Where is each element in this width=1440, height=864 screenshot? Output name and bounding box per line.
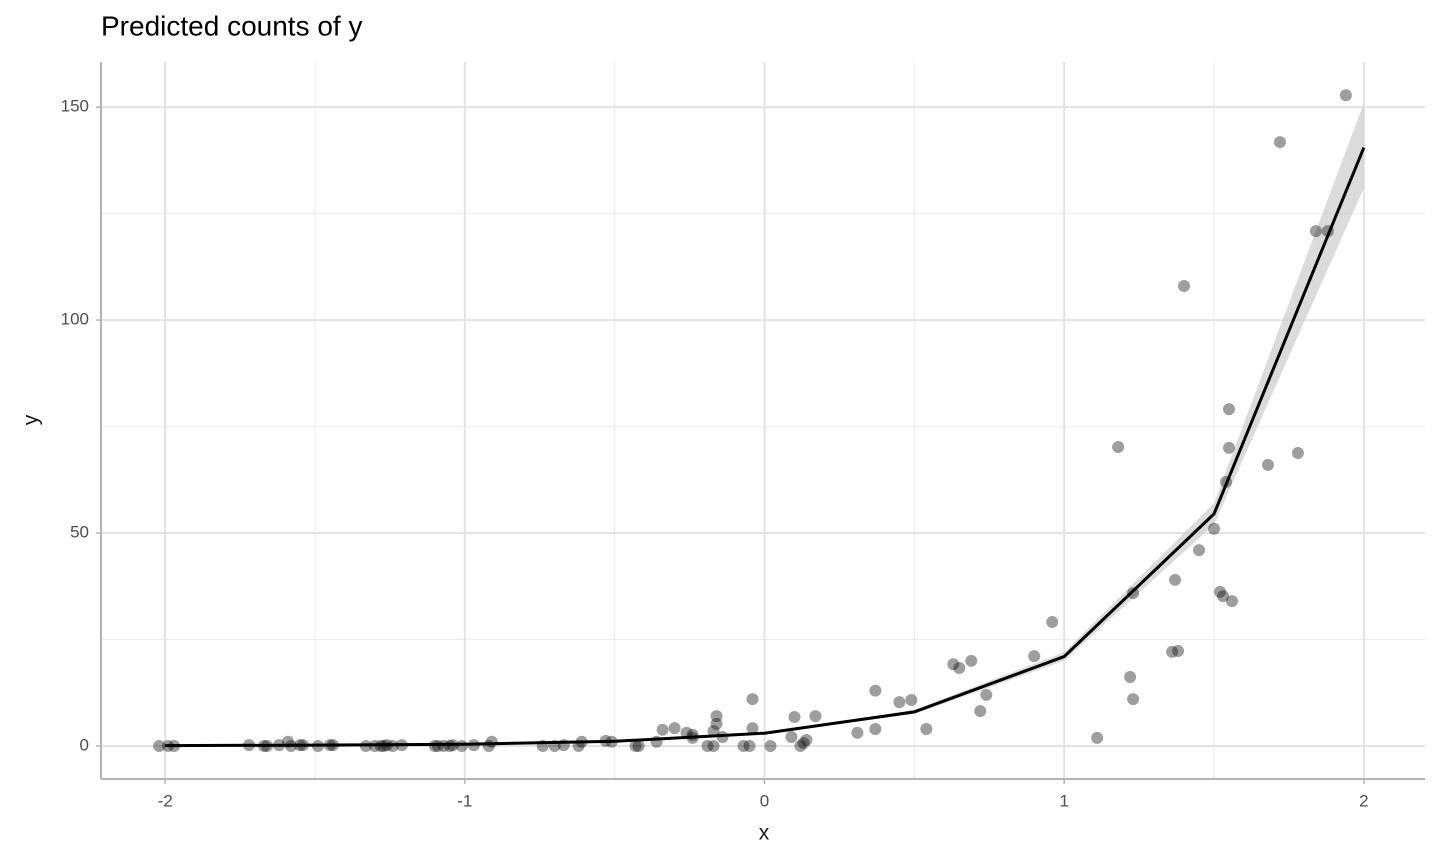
chart-title: Predicted counts of y (101, 10, 362, 41)
data-point (1166, 645, 1179, 658)
data-point (764, 739, 777, 752)
data-point (710, 717, 723, 730)
data-point (737, 739, 750, 752)
data-point (893, 696, 906, 709)
data-point (1291, 446, 1304, 459)
data-point (1214, 585, 1227, 598)
data-point (1112, 441, 1125, 454)
data-point (485, 735, 498, 748)
data-point (153, 739, 166, 752)
data-point (1309, 225, 1322, 238)
x-tick-label: 2 (1359, 791, 1368, 810)
data-point (980, 688, 993, 701)
data-point (1339, 89, 1352, 102)
data-point (905, 693, 918, 706)
data-point (656, 723, 669, 736)
data-point (788, 711, 801, 724)
y-tick-label: 0 (80, 735, 89, 754)
data-point (1223, 441, 1236, 454)
data-point (1091, 731, 1104, 744)
data-point (1046, 616, 1059, 629)
data-point (869, 684, 882, 697)
data-point (746, 693, 759, 706)
y-tick-label: 50 (70, 523, 89, 542)
x-tick-label: 1 (1059, 791, 1068, 810)
data-point (668, 722, 681, 735)
data-point (1172, 645, 1185, 658)
data-point (785, 731, 798, 744)
data-point (701, 739, 714, 752)
data-point (809, 710, 822, 723)
x-tick-label: -1 (457, 791, 472, 810)
data-point (1193, 544, 1206, 557)
y-axis-title: y (20, 414, 43, 425)
data-point (1178, 280, 1191, 293)
data-point (743, 739, 756, 752)
data-point (632, 739, 645, 752)
data-point (455, 739, 468, 752)
data-point (707, 739, 720, 752)
fit-line (165, 147, 1366, 748)
data-point (800, 734, 813, 747)
x-axis-title: x (759, 822, 770, 845)
data-point (746, 722, 759, 735)
data-point (851, 726, 864, 739)
data-point (1169, 573, 1182, 586)
data-point (1028, 650, 1041, 663)
data-point (947, 658, 960, 671)
data-point (1273, 136, 1286, 149)
data-point (1217, 590, 1230, 603)
data-point (1223, 403, 1236, 416)
data-point (1261, 458, 1274, 471)
x-tick-label: 0 (760, 791, 769, 810)
data-point (920, 722, 933, 735)
data-point (953, 662, 966, 675)
data-point (1208, 522, 1221, 535)
data-point (794, 739, 807, 752)
data-point (1226, 595, 1239, 608)
data-point (965, 654, 978, 667)
data-point (707, 725, 720, 738)
data-point (797, 737, 810, 750)
data-point (710, 710, 723, 723)
x-tick-label: -2 (158, 791, 173, 810)
data-point (629, 739, 642, 752)
data-point (974, 705, 987, 718)
data-point (1127, 693, 1140, 706)
data-point (1124, 670, 1137, 683)
y-tick-label: 150 (61, 97, 89, 116)
y-tick-label: 100 (61, 310, 89, 329)
data-point (869, 722, 882, 735)
